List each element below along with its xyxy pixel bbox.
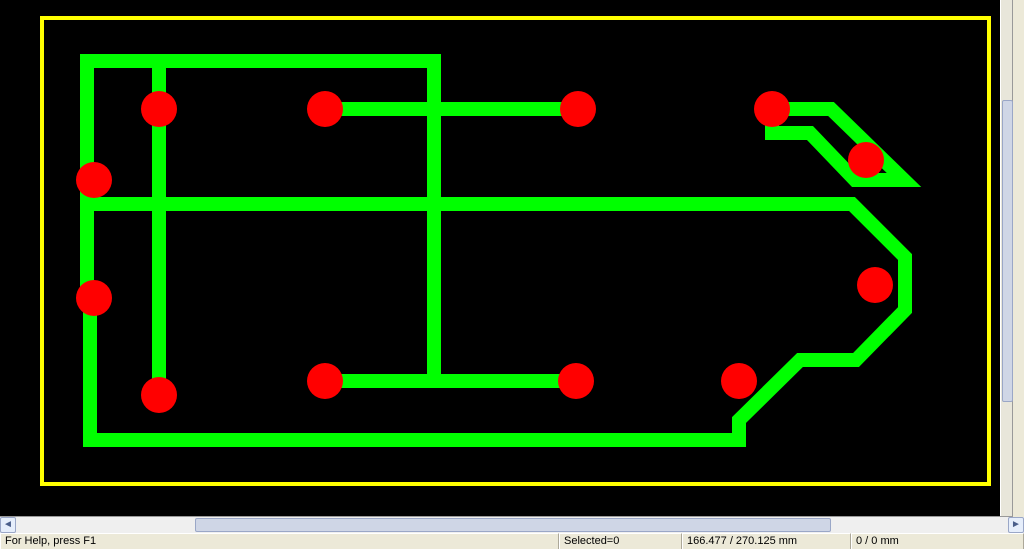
pad: [857, 267, 893, 303]
pad: [754, 91, 790, 127]
pad: [307, 363, 343, 399]
horizontal-scrollbar[interactable]: ◄ ►: [0, 517, 1024, 533]
pcb-svg: [0, 0, 1012, 516]
pcb-canvas[interactable]: [0, 0, 1013, 517]
status-help: For Help, press F1: [0, 533, 559, 549]
chevron-left-icon: ◄: [3, 520, 13, 530]
status-offset: 0 / 0 mm: [851, 533, 1024, 549]
scroll-left-button[interactable]: ◄: [0, 517, 16, 533]
status-bar: For Help, press F1 Selected=0 166.477 / …: [0, 533, 1024, 549]
pad: [141, 377, 177, 413]
vertical-scroll-thumb[interactable]: [1002, 100, 1013, 402]
status-selected: Selected=0: [559, 533, 682, 549]
pad: [141, 91, 177, 127]
pad: [307, 91, 343, 127]
scroll-right-button[interactable]: ►: [1008, 517, 1024, 533]
pad: [76, 280, 112, 316]
pad: [721, 363, 757, 399]
pad: [76, 162, 112, 198]
chevron-right-icon: ►: [1011, 520, 1021, 530]
vertical-scrollbar[interactable]: [1000, 0, 1012, 516]
pad: [558, 363, 594, 399]
status-coords: 166.477 / 270.125 mm: [682, 533, 851, 549]
pad: [560, 91, 596, 127]
pad: [848, 142, 884, 178]
horizontal-scroll-track[interactable]: [17, 517, 1007, 533]
horizontal-scroll-thumb[interactable]: [195, 518, 831, 532]
